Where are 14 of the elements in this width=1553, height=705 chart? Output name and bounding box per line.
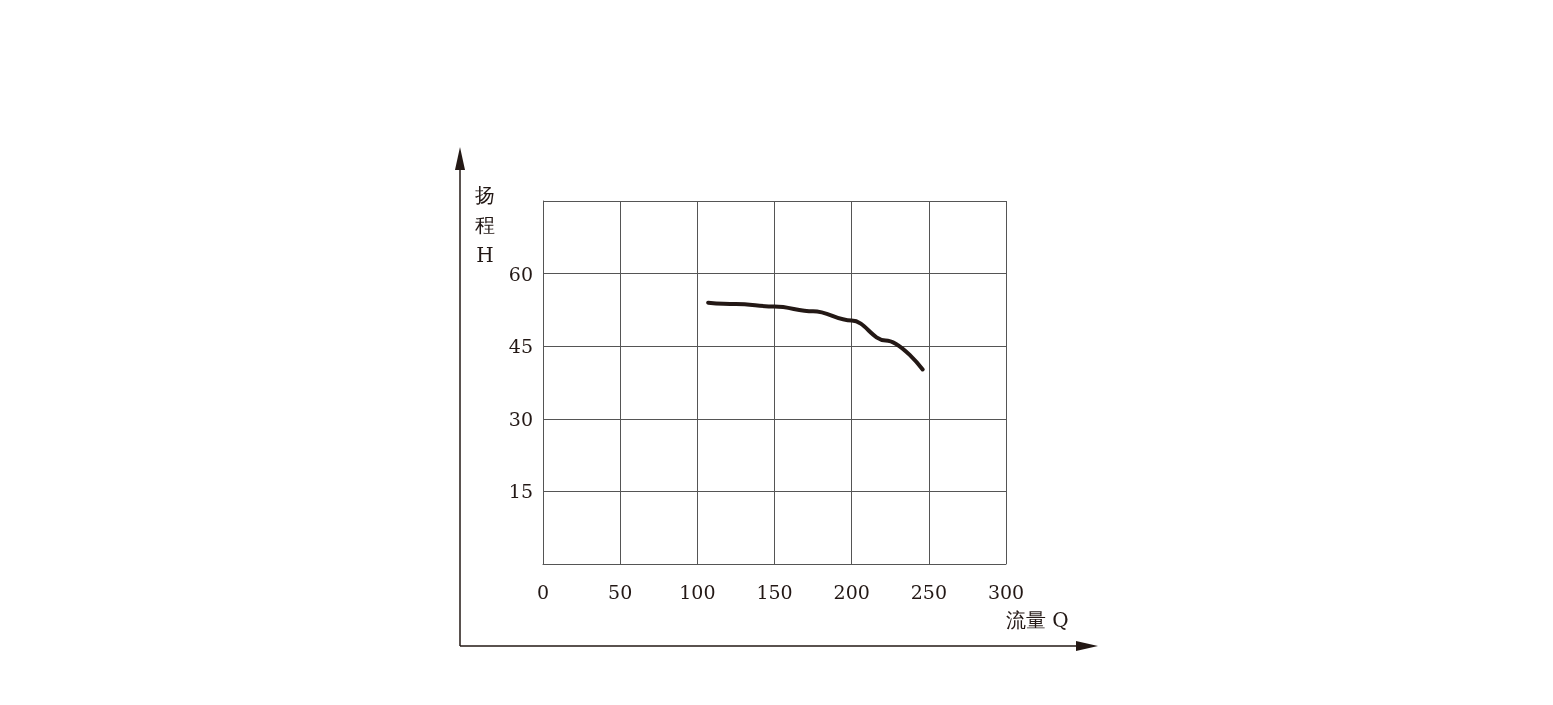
y-tick-label: 30	[508, 407, 533, 430]
x-tick-label: 100	[679, 580, 716, 603]
y-axis-title: 扬程H	[474, 182, 496, 269]
x-tick-label: 50	[608, 580, 633, 603]
x-tick-label: 150	[756, 580, 793, 603]
x-tick-label: 250	[910, 580, 947, 603]
y-tick-label: 45	[508, 335, 533, 358]
line-series	[706, 300, 925, 372]
x-tick-label: 200	[833, 580, 870, 603]
y-tick-label: 15	[508, 480, 533, 503]
x-tick-label: 0	[536, 580, 550, 603]
x-tick-label: 300	[987, 580, 1025, 603]
x-axis-title: 流量 Q	[1006, 607, 1069, 634]
y-tick-label: 60	[508, 262, 533, 285]
